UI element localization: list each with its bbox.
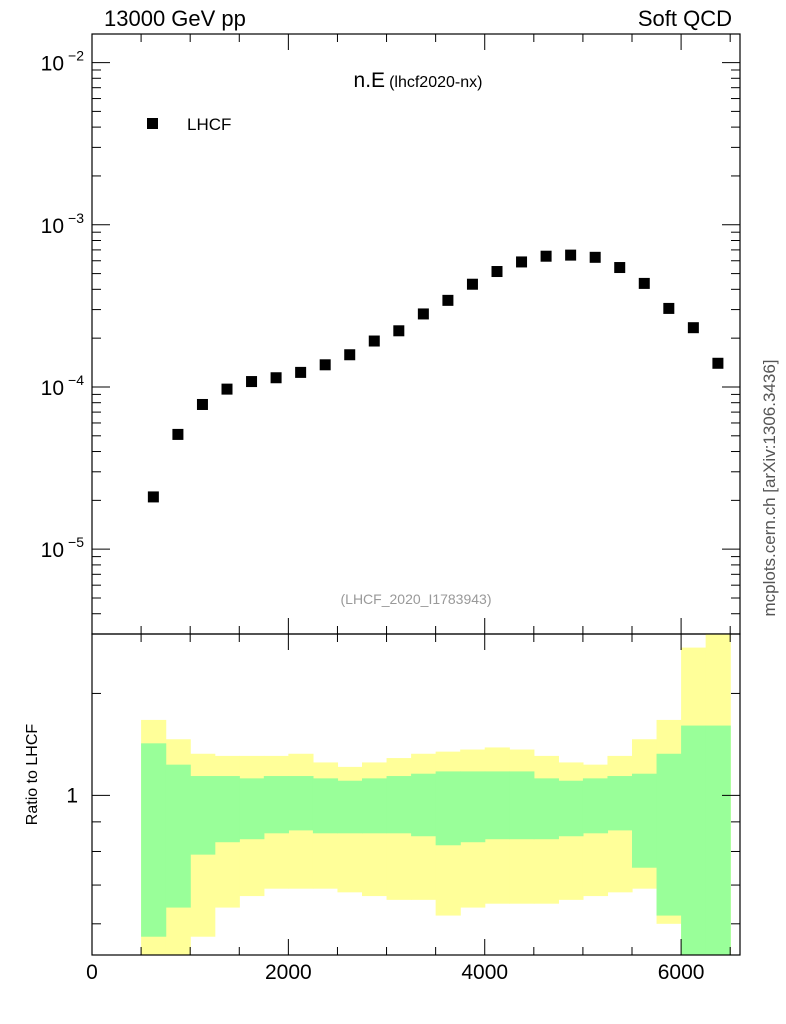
header-energy-label: 13000 GeV pp [104,6,246,31]
ratio-band-inner-bin [533,778,559,840]
data-point-marker [663,302,675,314]
data-point-marker [565,249,577,261]
ratio-band-inner-bin [214,776,240,843]
y-tick-label-base: 10 [41,215,64,238]
data-point-marker [589,251,601,263]
y-tick-label-exponent: −2 [68,48,84,64]
data-point-marker [368,335,380,347]
ratio-plot-panel: 0 2000 4000 6000 1 Ratio to LHCF [24,633,741,984]
plot-title: n.E (lhcf2020-nx) [354,69,483,92]
data-point-marker [540,250,552,262]
ratio-y-axis-label: Ratio to LHCF [24,724,41,826]
data-point-marker [466,278,478,290]
x-tick-label: 6000 [658,961,705,984]
data-point-marker [270,372,282,384]
data-point-marker [246,376,258,388]
ratio-band-inner-bin [460,771,486,843]
y-tick-label-exponent: −3 [68,210,84,226]
ratio-band-inner-bin [386,776,412,834]
plot-title-main: n.E [354,69,386,92]
ratio-band-inner-bin [239,778,265,840]
ratio-band-inner-bin [632,773,658,868]
y-tick-label: 10 −5 [41,534,85,562]
data-point-marker [442,294,454,306]
data-point-marker [196,398,208,410]
y-tick-label-base: 10 [41,53,64,76]
x-tick-label: 2000 [265,961,312,984]
data-point-marker [687,322,699,334]
data-point-marker [393,325,405,337]
ratio-band-inner-bin [362,778,388,834]
data-point-marker [295,366,307,378]
header-category-label: Soft QCD [637,6,732,31]
ratio-band-inner-bin [312,778,339,834]
ratio-band-inner-bin [607,776,633,831]
ratio-band-inner-bin [582,778,609,834]
data-point-marker [638,277,650,289]
y-tick-label-exponent: −5 [68,534,84,550]
ratio-band-inner-bin [263,776,289,834]
data-point-marker [319,359,331,371]
data-point-marker [712,357,724,369]
ratio-band-inner-bin [288,776,314,831]
x-tick-label: 4000 [461,961,508,984]
legend-marker [147,118,158,129]
y-tick-label: 10 −3 [41,210,85,238]
ratio-band-inner-bin [141,743,167,937]
ratio-band-inner-bin [165,764,191,908]
data-point-marker [516,256,528,268]
y-tick-label-base: 10 [41,539,64,562]
y-tick-label: 10 −2 [41,48,85,76]
ratio-band-inner-bin [190,776,216,855]
data-point-marker [491,266,503,278]
ratio-band-inner-bin [509,771,535,840]
ratio-band-inner-bin [705,725,731,955]
ratio-band-inner-bin [558,780,584,837]
ratio-band-inner-bin [411,773,437,837]
legend-label: LHCF [187,115,231,134]
analysis-watermark: (LHCF_2020_I1783943) [341,591,492,607]
data-point-marker [172,428,184,440]
ratio-band-inner-bin [337,780,363,834]
ratio-plot-frame [91,633,741,956]
data-point-marker [147,491,159,503]
data-point-marker [614,262,626,274]
main-plot-panel: 10−210−310−410 −5n.E (lhcf2020-nx)LHCF(LHC… [41,33,741,635]
ratio-band-inner-bin [656,753,682,916]
y-tick-label: 10 −4 [41,372,85,400]
plot-title-sub: (lhcf2020-nx) [389,74,482,91]
ratio-band-inner-bin [435,771,461,846]
data-point-marker [221,383,233,395]
data-point-marker [344,349,356,361]
y-tick-label-exponent: −4 [68,372,84,388]
ratio-band-inner-bin [484,771,510,840]
ratio-band-inner-bin [681,725,707,955]
x-tick-label: 0 [86,961,98,984]
data-point-marker [417,308,429,320]
y-tick-label-base: 10 [41,377,64,400]
ratio-y-tick-label: 1 [66,784,78,807]
